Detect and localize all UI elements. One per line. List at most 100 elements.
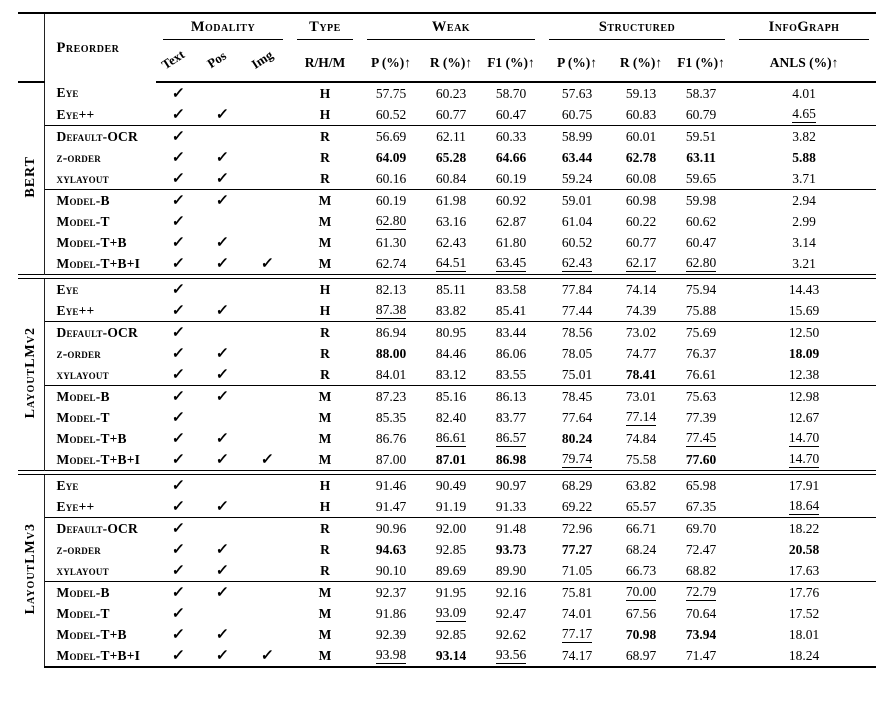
metric-cell: 18.24: [732, 645, 877, 668]
metric-value: 83.58: [495, 281, 527, 297]
metric-cell: 3.14: [732, 232, 876, 253]
metric-value: 14.70: [788, 430, 820, 447]
metric-cell: 2.94: [732, 189, 877, 211]
metric-value: 90.97: [495, 477, 527, 493]
results-table: Preorder Modality Type Weak Structured I…: [18, 12, 877, 668]
metric-value: 82.40: [435, 409, 467, 425]
modality-cell-img: [244, 232, 290, 253]
modality-cell-img: [244, 624, 290, 645]
metric-cell: 74.39: [612, 300, 670, 322]
modality-cell-text: ✓: [156, 253, 200, 275]
modality-cell-pos: [200, 407, 244, 428]
modality-cell-text: ✓: [156, 104, 200, 126]
modality-cell-text: ✓: [156, 407, 200, 428]
check-icon: ✓: [170, 171, 186, 187]
metric-cell: 18.01: [732, 624, 876, 645]
check-icon: ✓: [259, 648, 275, 664]
check-icon: ✓: [214, 627, 230, 643]
metric-value: 70.00: [625, 584, 657, 601]
metric-cell: 60.08: [612, 168, 670, 190]
metric-value: 91.86: [375, 605, 407, 621]
metric-value: 75.01: [561, 366, 593, 382]
metric-cell: 18.09: [732, 343, 876, 364]
type-cell: R: [320, 170, 330, 186]
metric-value: 92.62: [495, 626, 527, 642]
check-icon: ✓: [214, 107, 230, 123]
metric-cell: 65.57: [612, 496, 670, 518]
metric-value: 86.13: [495, 388, 527, 404]
metric-value: 66.73: [625, 562, 657, 578]
metric-cell: 74.01: [542, 603, 612, 624]
table-row: xylayout ✓ ✓ R 90.10 89.69 89.90 71.05 66.73 68.8…: [18, 560, 876, 582]
metric-cell: 87.23: [360, 385, 422, 407]
metric-cell: 17.91: [732, 475, 876, 497]
metric-value: 86.98: [495, 451, 527, 467]
modality-cell-text: ✓: [156, 385, 200, 407]
metric-value: 74.84: [625, 430, 657, 446]
check-icon: ✓: [170, 431, 186, 447]
metric-cell: 92.85: [422, 539, 480, 560]
metric-value: 61.30: [375, 234, 407, 250]
metric-value: 73.02: [625, 324, 657, 340]
metric-value: 59.24: [561, 170, 593, 186]
metric-value: 86.06: [495, 345, 527, 361]
metric-cell: 60.01: [612, 125, 670, 147]
metric-value: 82.13: [375, 281, 407, 297]
structured-r-header: R (%)↑: [612, 45, 670, 83]
metric-cell: 75.69: [670, 321, 733, 343]
type-header: Type: [290, 12, 360, 45]
check-icon: ✓: [170, 389, 186, 405]
preorder-label: z-order: [56, 345, 101, 361]
preorder-label: xylayout: [56, 170, 109, 186]
metric-value: 78.45: [561, 388, 593, 404]
metric-value: 77.84: [561, 281, 593, 297]
modality-cell-pos: ✓: [200, 104, 244, 126]
type-cell: M: [318, 234, 332, 250]
metric-cell: 68.29: [542, 475, 612, 497]
metric-value: 62.43: [561, 255, 593, 272]
metric-cell: 61.04: [542, 211, 612, 232]
metric-value: 60.75: [561, 106, 593, 122]
metric-value: 77.60: [685, 451, 717, 467]
modality-cell-img: [244, 428, 290, 449]
model-group-label: LayoutLMv3: [18, 474, 45, 667]
table-row: Model-B ✓ ✓ M 92.37 91.95 92.16 75.81 70.00 72.79…: [18, 581, 877, 603]
check-icon: ✓: [170, 256, 186, 272]
metric-cell: 68.97: [612, 645, 670, 668]
type-cell: M: [318, 409, 332, 425]
metric-value: 93.98: [375, 647, 407, 664]
metric-value: 86.61: [435, 430, 467, 447]
metric-cell: 64.51: [422, 253, 480, 275]
type-cell: H: [319, 302, 331, 318]
weak-r-header: R (%)↑: [422, 45, 480, 83]
modality-cell-pos: ✓: [200, 496, 244, 518]
check-icon: ✓: [214, 235, 230, 251]
metric-value: 60.47: [495, 106, 527, 122]
modality-cell-img: [244, 211, 290, 232]
metric-value: 56.69: [375, 128, 407, 144]
metric-cell: 77.60: [670, 449, 732, 471]
metric-cell: 60.79: [670, 104, 732, 126]
metric-value: 60.08: [625, 170, 657, 186]
modality-cell-text: ✓: [156, 168, 200, 190]
metric-cell: 92.47: [480, 603, 542, 624]
modality-col-text: Text: [156, 45, 200, 83]
metric-cell: 18.22: [732, 517, 877, 539]
modality-cell-text: ✓: [156, 496, 200, 518]
metric-cell: 60.92: [480, 189, 542, 211]
metric-cell: 63.16: [422, 211, 480, 232]
metric-value: 85.41: [495, 302, 527, 318]
metric-cell: 64.66: [480, 147, 542, 168]
metric-cell: 80.95: [422, 321, 480, 343]
metric-cell: 58.37: [670, 82, 732, 104]
metric-value: 60.79: [685, 106, 717, 122]
metric-cell: 83.77: [480, 407, 542, 428]
metric-cell: 74.17: [542, 645, 612, 668]
metric-cell: 63.44: [542, 147, 612, 168]
metric-cell: 3.82: [732, 125, 877, 147]
metric-cell: 57.63: [542, 82, 612, 104]
metric-cell: 62.11: [422, 125, 480, 147]
modality-cell-pos: [200, 603, 244, 624]
metric-cell: 60.77: [612, 232, 670, 253]
weak-header: Weak: [360, 12, 542, 45]
